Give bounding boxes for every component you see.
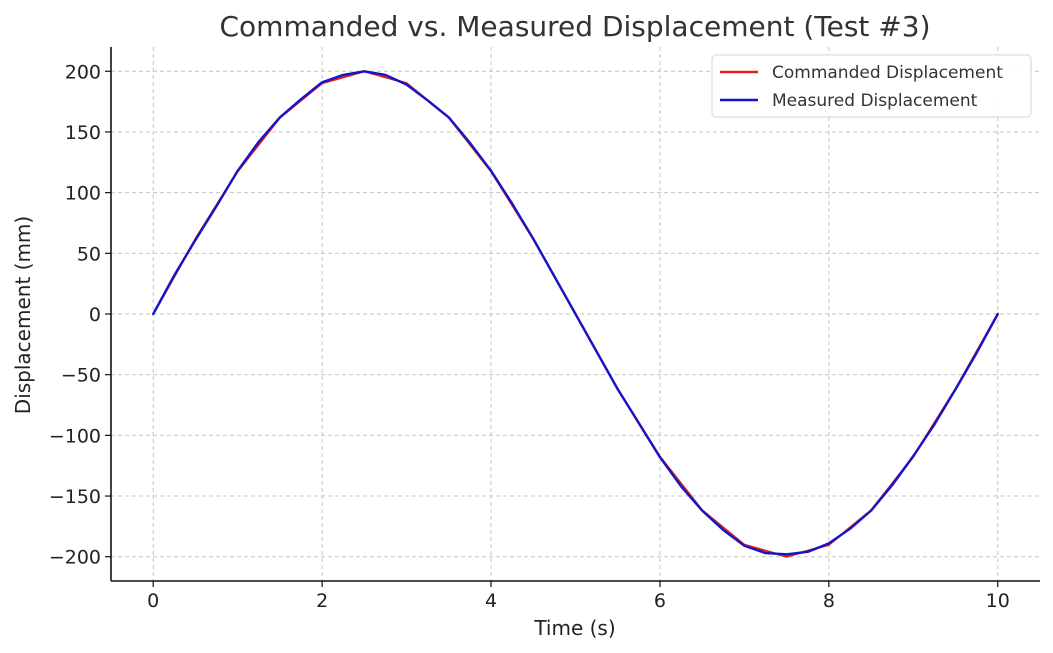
y-tick-label: 50 xyxy=(77,243,101,265)
legend-label-measured: Measured Displacement xyxy=(772,91,978,111)
x-axis-label: Time (s) xyxy=(533,616,615,640)
x-tick-label: 0 xyxy=(147,590,159,612)
chart-legend: Commanded Displacement Measured Displace… xyxy=(711,54,1032,118)
x-tick-label: 4 xyxy=(485,590,497,612)
legend-box xyxy=(711,54,1032,118)
x-tick-label: 6 xyxy=(654,590,666,612)
grid-lines xyxy=(111,47,1040,581)
y-tick-label: −150 xyxy=(49,486,101,508)
x-tick-label: 10 xyxy=(986,590,1010,612)
y-tick-label: 100 xyxy=(65,183,101,205)
measured-displacement-line xyxy=(152,70,999,556)
legend-label-commanded: Commanded Displacement xyxy=(772,63,1003,83)
axis-ticks: 0 2 4 6 8 10 200 150 100 50 0 −50 −100 −150 −200 xyxy=(49,61,1010,612)
x-tick-label: 8 xyxy=(823,590,835,612)
y-tick-label: 200 xyxy=(65,61,101,83)
series-lines xyxy=(152,70,999,558)
y-tick-label: −100 xyxy=(49,425,101,447)
y-tick-label: 150 xyxy=(65,122,101,144)
y-tick-label: 0 xyxy=(89,304,101,326)
y-tick-label: −50 xyxy=(61,365,101,387)
x-tick-label: 2 xyxy=(316,590,328,612)
y-tick-label: −200 xyxy=(49,547,101,569)
y-axis-label: Displacement (mm) xyxy=(11,216,35,414)
chart-title: Commanded vs. Measured Displacement (Tes… xyxy=(220,10,931,43)
